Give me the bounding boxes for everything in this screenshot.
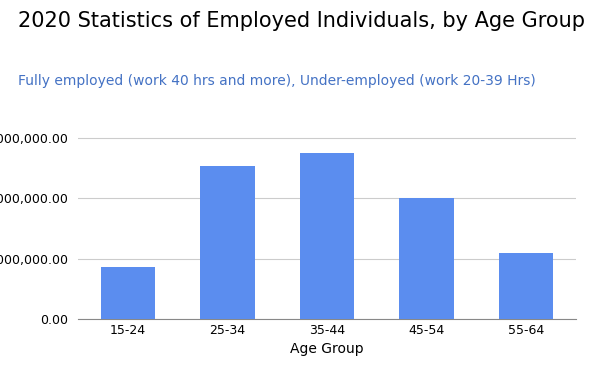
Text: 2020 Statistics of Employed Individuals, by Age Group: 2020 Statistics of Employed Individuals,… — [18, 11, 585, 31]
Bar — [399, 198, 454, 319]
Bar — [299, 153, 355, 319]
X-axis label: Age Group: Age Group — [290, 342, 364, 357]
Bar — [101, 267, 155, 319]
Text: Fully employed (work 40 hrs and more), Under-employed (work 20-39 Hrs): Fully employed (work 40 hrs and more), U… — [18, 74, 536, 88]
Bar — [499, 253, 553, 319]
Bar — [200, 166, 255, 319]
